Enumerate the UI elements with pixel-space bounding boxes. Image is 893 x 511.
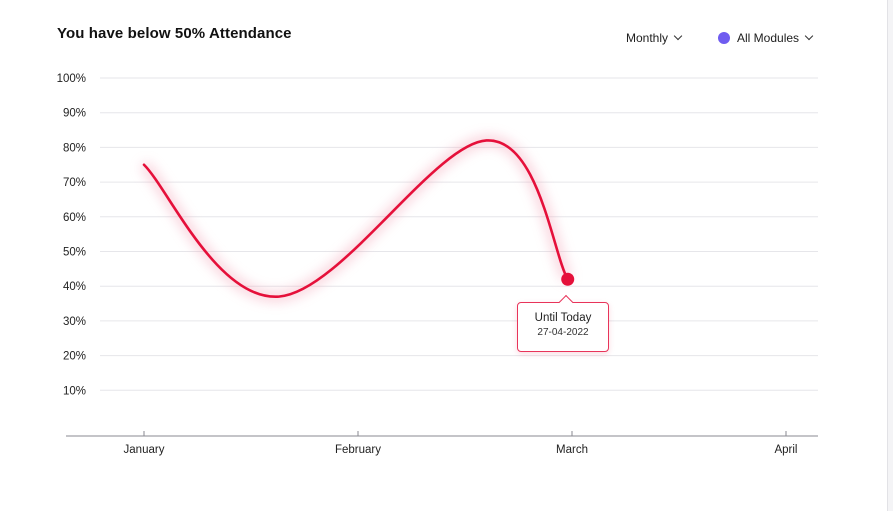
tooltip-label: Until Today (534, 312, 592, 324)
modules-dropdown-label: All Modules (737, 31, 800, 45)
y-tick-label: 30% (63, 316, 86, 328)
y-tick-label: 70% (63, 177, 86, 189)
modules-color-dot-icon (718, 32, 730, 44)
y-tick-label: 20% (63, 351, 86, 363)
y-tick-label: 80% (63, 142, 86, 154)
y-tick-label: 90% (63, 108, 86, 120)
series-line (142, 139, 570, 298)
series-line-glow (140, 135, 572, 302)
y-tick-label: 40% (63, 281, 86, 293)
period-dropdown-label: Monthly (626, 31, 669, 45)
chart-title: You have below 50% Attendance (57, 25, 292, 42)
x-tick-label: January (124, 444, 165, 456)
y-tick-label: 60% (63, 212, 86, 224)
modules-dropdown[interactable]: All Modules (718, 31, 814, 45)
until-today-tooltip: Until Today 27-04-2022 (517, 302, 609, 352)
current-value-point[interactable] (561, 272, 575, 286)
x-tick-label: March (556, 444, 588, 456)
tooltip-date: 27-04-2022 (537, 327, 589, 338)
x-tick-label: April (774, 444, 797, 456)
period-dropdown[interactable]: Monthly (626, 31, 683, 45)
y-tick-label: 100% (57, 73, 86, 85)
y-tick-label: 10% (63, 385, 86, 397)
y-tick-label: 50% (63, 247, 86, 259)
x-tick-label: February (335, 444, 381, 456)
